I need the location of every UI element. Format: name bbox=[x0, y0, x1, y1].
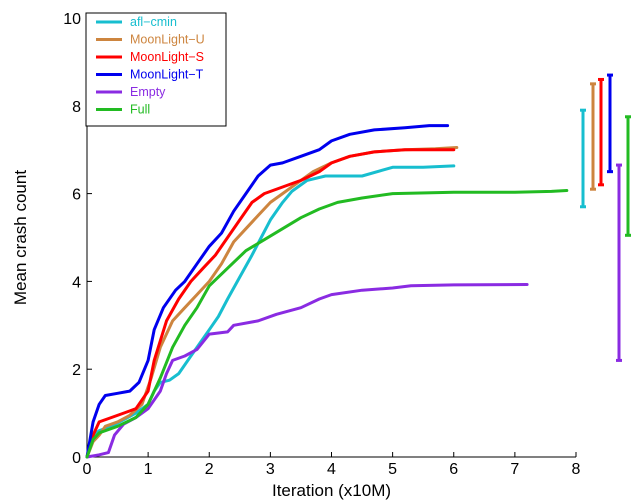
errorbar-empty bbox=[616, 163, 622, 362]
y-tick-label: 8 bbox=[72, 99, 81, 116]
y-tick-label: 4 bbox=[72, 274, 81, 291]
x-tick-label: 0 bbox=[83, 461, 92, 478]
x-tick-label: 2 bbox=[205, 461, 214, 478]
y-tick-label: 0 bbox=[72, 450, 81, 467]
x-tick-label: 8 bbox=[572, 461, 581, 478]
y-tick-label: 10 bbox=[63, 11, 81, 28]
series-line-moonlight-t bbox=[85, 124, 450, 459]
series-line-moonlight-s bbox=[85, 148, 456, 459]
legend-label-moonlight-u: MoonLight−U bbox=[130, 33, 205, 47]
errorbar-moonlight-t bbox=[607, 73, 613, 174]
errorbar-afl-cmin bbox=[580, 108, 586, 209]
legend-label-moonlight-s: MoonLight−S bbox=[130, 50, 204, 64]
legend-label-moonlight-t: MoonLight−T bbox=[130, 68, 204, 82]
x-tick-label: 3 bbox=[266, 461, 275, 478]
y-tick-label: 6 bbox=[72, 187, 81, 204]
errorbar-moonlight-u bbox=[590, 82, 596, 191]
x-tick-label: 6 bbox=[449, 461, 458, 478]
legend-box bbox=[85, 12, 227, 127]
x-axis-label: Iteration (x10M) bbox=[272, 481, 391, 500]
series-line-full bbox=[85, 189, 569, 459]
y-axis-label: Mean crash count bbox=[11, 170, 30, 305]
legend-label-full: Full bbox=[130, 103, 150, 117]
x-tick-label: 4 bbox=[327, 461, 336, 478]
legend-label-afl-cmin: afl−cmin bbox=[130, 15, 177, 29]
x-tick-label: 5 bbox=[388, 461, 397, 478]
x-tick-label: 7 bbox=[510, 461, 519, 478]
x-tick-label: 1 bbox=[144, 461, 153, 478]
y-tick-label: 2 bbox=[72, 362, 81, 379]
legend-label-empty: Empty bbox=[130, 85, 166, 99]
errorbar-full bbox=[625, 115, 631, 237]
errorbar-moonlight-s bbox=[598, 77, 604, 187]
